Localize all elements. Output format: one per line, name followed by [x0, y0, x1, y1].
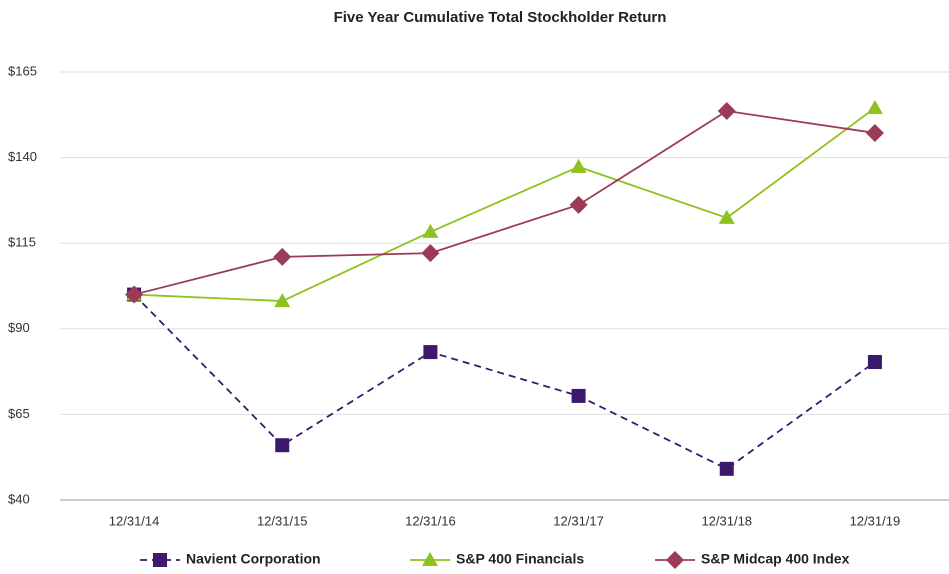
marker: [865, 123, 884, 142]
marker: [570, 158, 587, 173]
y-tick-label: $165: [8, 63, 37, 78]
x-tick-label: 12/31/14: [109, 513, 160, 528]
marker: [719, 461, 734, 476]
marker: [866, 99, 883, 114]
marker: [275, 438, 290, 453]
marker: [125, 285, 144, 304]
marker: [274, 293, 291, 308]
marker: [867, 355, 882, 370]
marker: [422, 552, 438, 566]
series-line: [133, 110, 876, 296]
series-line: [133, 293, 876, 470]
marker: [423, 345, 438, 360]
marker: [718, 209, 735, 224]
marker: [422, 223, 439, 238]
x-tick-label: 12/31/18: [701, 513, 752, 528]
legend-label: S&P 400 Financials: [456, 551, 584, 567]
x-tick-label: 12/31/19: [850, 513, 901, 528]
marker: [153, 553, 167, 567]
marker: [421, 244, 440, 263]
marker: [717, 102, 736, 121]
y-tick-label: $65: [8, 406, 30, 421]
x-tick-label: 12/31/17: [553, 513, 604, 528]
marker: [571, 388, 586, 403]
marker: [273, 247, 292, 266]
legend-label: Navient Corporation: [186, 551, 321, 567]
y-tick-label: $140: [8, 149, 37, 164]
x-tick-label: 12/31/16: [405, 513, 456, 528]
y-tick-label: $90: [8, 320, 30, 335]
marker: [569, 195, 588, 214]
series-line: [134, 107, 876, 302]
marker: [666, 551, 684, 569]
x-tick-label: 12/31/15: [257, 513, 308, 528]
legend-label: S&P Midcap 400 Index: [701, 551, 850, 567]
chart-title: Five Year Cumulative Total Stockholder R…: [334, 9, 667, 26]
y-tick-label: $40: [8, 491, 30, 506]
y-tick-label: $115: [8, 235, 36, 250]
